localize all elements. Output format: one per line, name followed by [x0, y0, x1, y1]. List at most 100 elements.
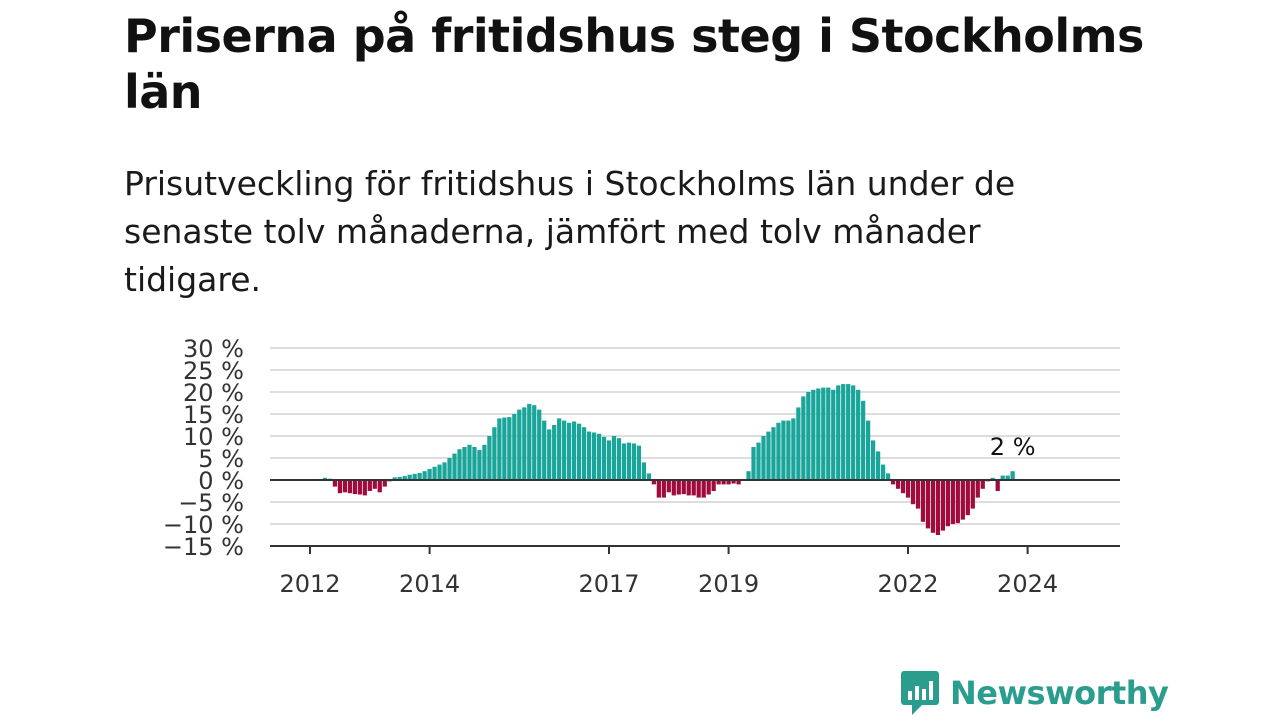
bar: [816, 388, 821, 480]
bar: [532, 405, 537, 480]
y-tick-label: 30 %: [183, 335, 244, 363]
bar: [616, 438, 622, 480]
bar: [1010, 471, 1015, 480]
bar: [806, 392, 811, 480]
bar: [925, 480, 931, 529]
bar: [586, 431, 592, 480]
bar: [776, 422, 781, 480]
newsworthy-logo-icon: [901, 671, 939, 715]
bar: [626, 442, 632, 480]
bar: [422, 471, 427, 480]
bar: [696, 480, 701, 498]
bar: [900, 480, 906, 494]
bar: [786, 420, 791, 480]
bar: [631, 443, 637, 480]
bar: [890, 480, 896, 485]
bar: [970, 480, 975, 509]
bar: [955, 480, 960, 524]
bar: [875, 451, 881, 480]
bar: [851, 385, 856, 480]
y-tick-label: 5 %: [198, 445, 244, 473]
bar: [512, 414, 517, 480]
bar: [736, 480, 741, 485]
bar: [940, 480, 946, 531]
bar: [761, 436, 766, 480]
bar: [362, 480, 367, 496]
y-axis-tick-labels: 30 %25 %20 %15 %10 %5 %0 %−5 %−10 %−15 %: [163, 335, 244, 561]
bar: [367, 480, 372, 491]
bar: [567, 422, 572, 480]
bar: [596, 433, 602, 480]
bar: [497, 418, 502, 480]
bar: [691, 480, 696, 496]
bar: [487, 436, 492, 480]
bar: [522, 407, 527, 480]
bar: [492, 427, 497, 480]
bar: [895, 480, 901, 489]
bar: [641, 462, 647, 480]
bar: [905, 480, 911, 498]
x-tick-label: 2024: [997, 570, 1058, 598]
bar-chart: 30 %25 %20 %15 %10 %5 %0 %−5 %−10 %−15 %…: [163, 335, 1120, 598]
bar: [601, 436, 607, 480]
bar: [965, 480, 970, 516]
bar: [507, 417, 512, 480]
y-tick-label: 15 %: [183, 401, 244, 429]
bar: [980, 480, 985, 489]
bar: [676, 480, 681, 495]
bar: [920, 480, 926, 522]
bar: [781, 420, 786, 480]
chart-title: Priserna på fritidshus steg i Stockholms…: [124, 9, 1144, 119]
bar: [457, 449, 462, 480]
bar: [801, 396, 806, 480]
bar: [432, 466, 437, 480]
bar: [382, 480, 387, 487]
bar: [731, 480, 736, 484]
bar: [686, 480, 691, 496]
bar: [701, 480, 706, 498]
bar: [671, 480, 676, 496]
newsworthy-logo: Newsworthy: [900, 668, 1169, 718]
bar: [462, 447, 467, 480]
bar: [866, 420, 871, 480]
bar: [861, 400, 866, 480]
y-tick-label: 10 %: [183, 423, 244, 451]
bar: [337, 480, 343, 494]
bar: [950, 480, 955, 524]
bar: [841, 384, 846, 480]
bar: [831, 389, 836, 480]
bar: [706, 480, 711, 495]
bar: [591, 432, 597, 480]
bar: [502, 417, 507, 480]
bar: [846, 384, 851, 480]
bar: [796, 407, 801, 480]
bar: [621, 443, 627, 480]
bar: [482, 444, 487, 480]
bar: [571, 421, 577, 480]
bar: [377, 480, 382, 493]
bar: [771, 427, 776, 480]
bar: [537, 409, 542, 480]
bar: [402, 476, 407, 480]
bar: [726, 480, 731, 485]
x-tick-label: 2022: [877, 570, 938, 598]
x-tick-label: 2012: [279, 570, 340, 598]
x-tick-label: 2017: [578, 570, 639, 598]
bar: [606, 440, 612, 480]
bar: [576, 423, 582, 480]
bar: [915, 480, 921, 509]
bar: [935, 480, 941, 535]
x-tick-label: 2019: [698, 570, 759, 598]
bar: [711, 480, 716, 491]
logo-text: Newsworthy: [950, 674, 1169, 712]
y-tick-label: 20 %: [183, 379, 244, 407]
bar: [721, 480, 726, 485]
bar: [826, 387, 831, 480]
bars: [322, 384, 1015, 535]
bar: [397, 476, 402, 480]
bar: [472, 447, 477, 480]
bar: [557, 418, 562, 480]
bar: [666, 480, 671, 493]
bar: [751, 447, 756, 480]
bar: [856, 389, 861, 480]
